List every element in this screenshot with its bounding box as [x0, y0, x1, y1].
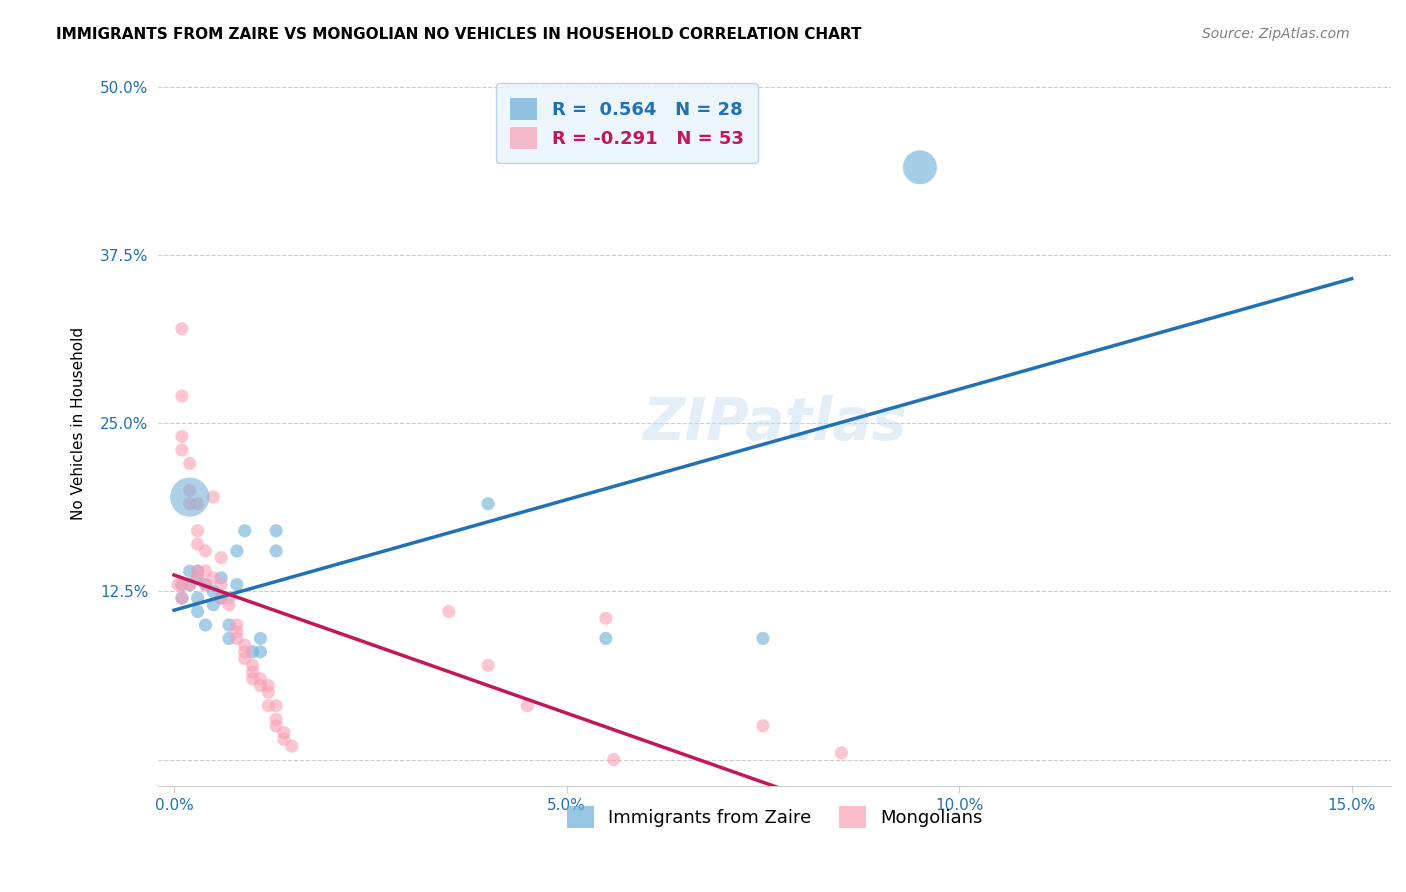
Point [187, 564, 209, 578]
Point [477, 497, 499, 511]
Point [170, 591, 193, 605]
Point [187, 591, 209, 605]
Point [516, 698, 538, 713]
Point [225, 624, 247, 639]
Point [170, 577, 193, 591]
Point [242, 658, 264, 673]
Point [170, 389, 193, 403]
Point [752, 719, 775, 733]
Point [170, 577, 193, 591]
Text: Source: ZipAtlas.com: Source: ZipAtlas.com [1202, 27, 1350, 41]
Point [187, 497, 209, 511]
Point [179, 497, 201, 511]
Point [218, 591, 240, 605]
Point [170, 429, 193, 443]
Point [257, 685, 280, 699]
Point [202, 490, 225, 504]
Point [233, 645, 256, 659]
Point [242, 672, 264, 686]
Point [194, 564, 217, 578]
Point [187, 524, 209, 538]
Point [187, 605, 209, 619]
Point [233, 524, 256, 538]
Point [242, 645, 264, 659]
Point [209, 577, 232, 591]
Point [264, 524, 287, 538]
Point [264, 544, 287, 558]
Legend: Immigrants from Zaire, Mongolians: Immigrants from Zaire, Mongolians [560, 799, 990, 836]
Point [257, 679, 280, 693]
Point [225, 618, 247, 632]
Point [264, 698, 287, 713]
Point [477, 658, 499, 673]
Point [202, 571, 225, 585]
Point [752, 632, 775, 646]
Point [218, 632, 240, 646]
Point [187, 571, 209, 585]
Point [179, 577, 201, 591]
Point [264, 712, 287, 726]
Point [209, 550, 232, 565]
Point [194, 577, 217, 591]
Point [209, 591, 232, 605]
Point [249, 679, 271, 693]
Text: ZIPatlas: ZIPatlas [643, 394, 907, 451]
Point [257, 698, 280, 713]
Point [218, 598, 240, 612]
Point [179, 457, 201, 471]
Point [225, 577, 247, 591]
Point [249, 672, 271, 686]
Point [170, 322, 193, 336]
Point [830, 746, 852, 760]
Point [209, 571, 232, 585]
Point [264, 719, 287, 733]
Point [209, 591, 232, 605]
Point [187, 537, 209, 551]
Text: IMMIGRANTS FROM ZAIRE VS MONGOLIAN NO VEHICLES IN HOUSEHOLD CORRELATION CHART: IMMIGRANTS FROM ZAIRE VS MONGOLIAN NO VE… [56, 27, 862, 42]
Point [194, 618, 217, 632]
Point [249, 645, 271, 659]
Point [233, 651, 256, 665]
Point [233, 638, 256, 652]
Point [179, 577, 201, 591]
Point [225, 632, 247, 646]
Point [194, 544, 217, 558]
Point [202, 584, 225, 599]
Point [170, 442, 193, 457]
Point [179, 564, 201, 578]
Point [242, 665, 264, 679]
Point [179, 483, 201, 498]
Point [194, 577, 217, 591]
Point [225, 544, 247, 558]
Y-axis label: No Vehicles in Household: No Vehicles in Household [72, 326, 86, 520]
Point [595, 611, 617, 625]
Point [167, 577, 190, 591]
Point [595, 632, 617, 646]
Point [187, 564, 209, 578]
Point [218, 618, 240, 632]
Point [908, 161, 931, 175]
Point [170, 591, 193, 605]
Point [603, 753, 626, 767]
Point [273, 732, 295, 747]
Point [437, 605, 460, 619]
Point [273, 725, 295, 739]
Point [249, 632, 271, 646]
Point [281, 739, 304, 753]
Point [179, 490, 201, 504]
Point [187, 571, 209, 585]
Point [202, 598, 225, 612]
